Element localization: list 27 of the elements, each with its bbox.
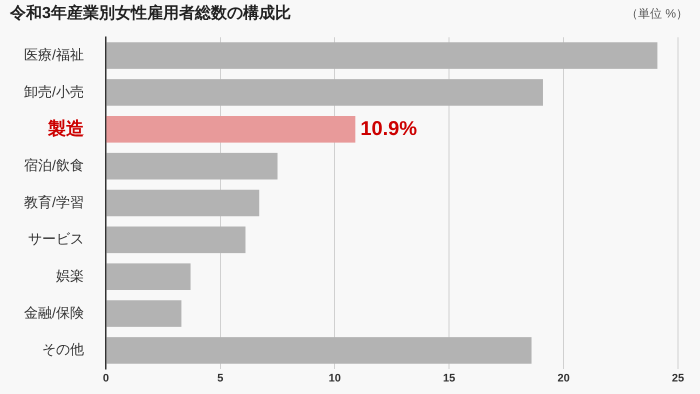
bar: [106, 263, 191, 290]
text: （単位 %）: [626, 6, 688, 20]
x-tick-label: 25: [672, 372, 684, 384]
bar: [106, 79, 543, 106]
bar: [106, 337, 532, 364]
y-tick-label: 宿泊/飲食: [24, 157, 84, 174]
y-tick-label: サービス: [28, 230, 84, 247]
y-tick-label: 製造: [46, 118, 84, 138]
y-tick-label: 医療/福祉: [24, 46, 84, 62]
bar: [106, 42, 658, 69]
x-tick-label: 15: [443, 372, 456, 384]
y-tick-label: 金融/保険: [24, 304, 84, 320]
bar: [106, 190, 260, 216]
bar: [106, 152, 278, 180]
chart-title: 令和3年産業別女性雇用者総数の構成比: [9, 3, 291, 22]
bar: [106, 116, 356, 143]
bar: [106, 300, 182, 327]
y-tick-label: 教育/学習: [24, 194, 84, 210]
bar: [106, 226, 246, 254]
x-tick-label: 20: [557, 372, 570, 384]
y-tick-label: 娯楽: [56, 268, 84, 284]
data-label: 10.9%: [360, 118, 418, 140]
y-tick-label: その他: [42, 341, 84, 358]
x-tick-label: 5: [217, 372, 224, 384]
y-tick-label: 卸売/小売: [24, 83, 84, 100]
x-tick-label: 0: [102, 372, 109, 384]
x-tick-label: 10: [328, 372, 341, 384]
